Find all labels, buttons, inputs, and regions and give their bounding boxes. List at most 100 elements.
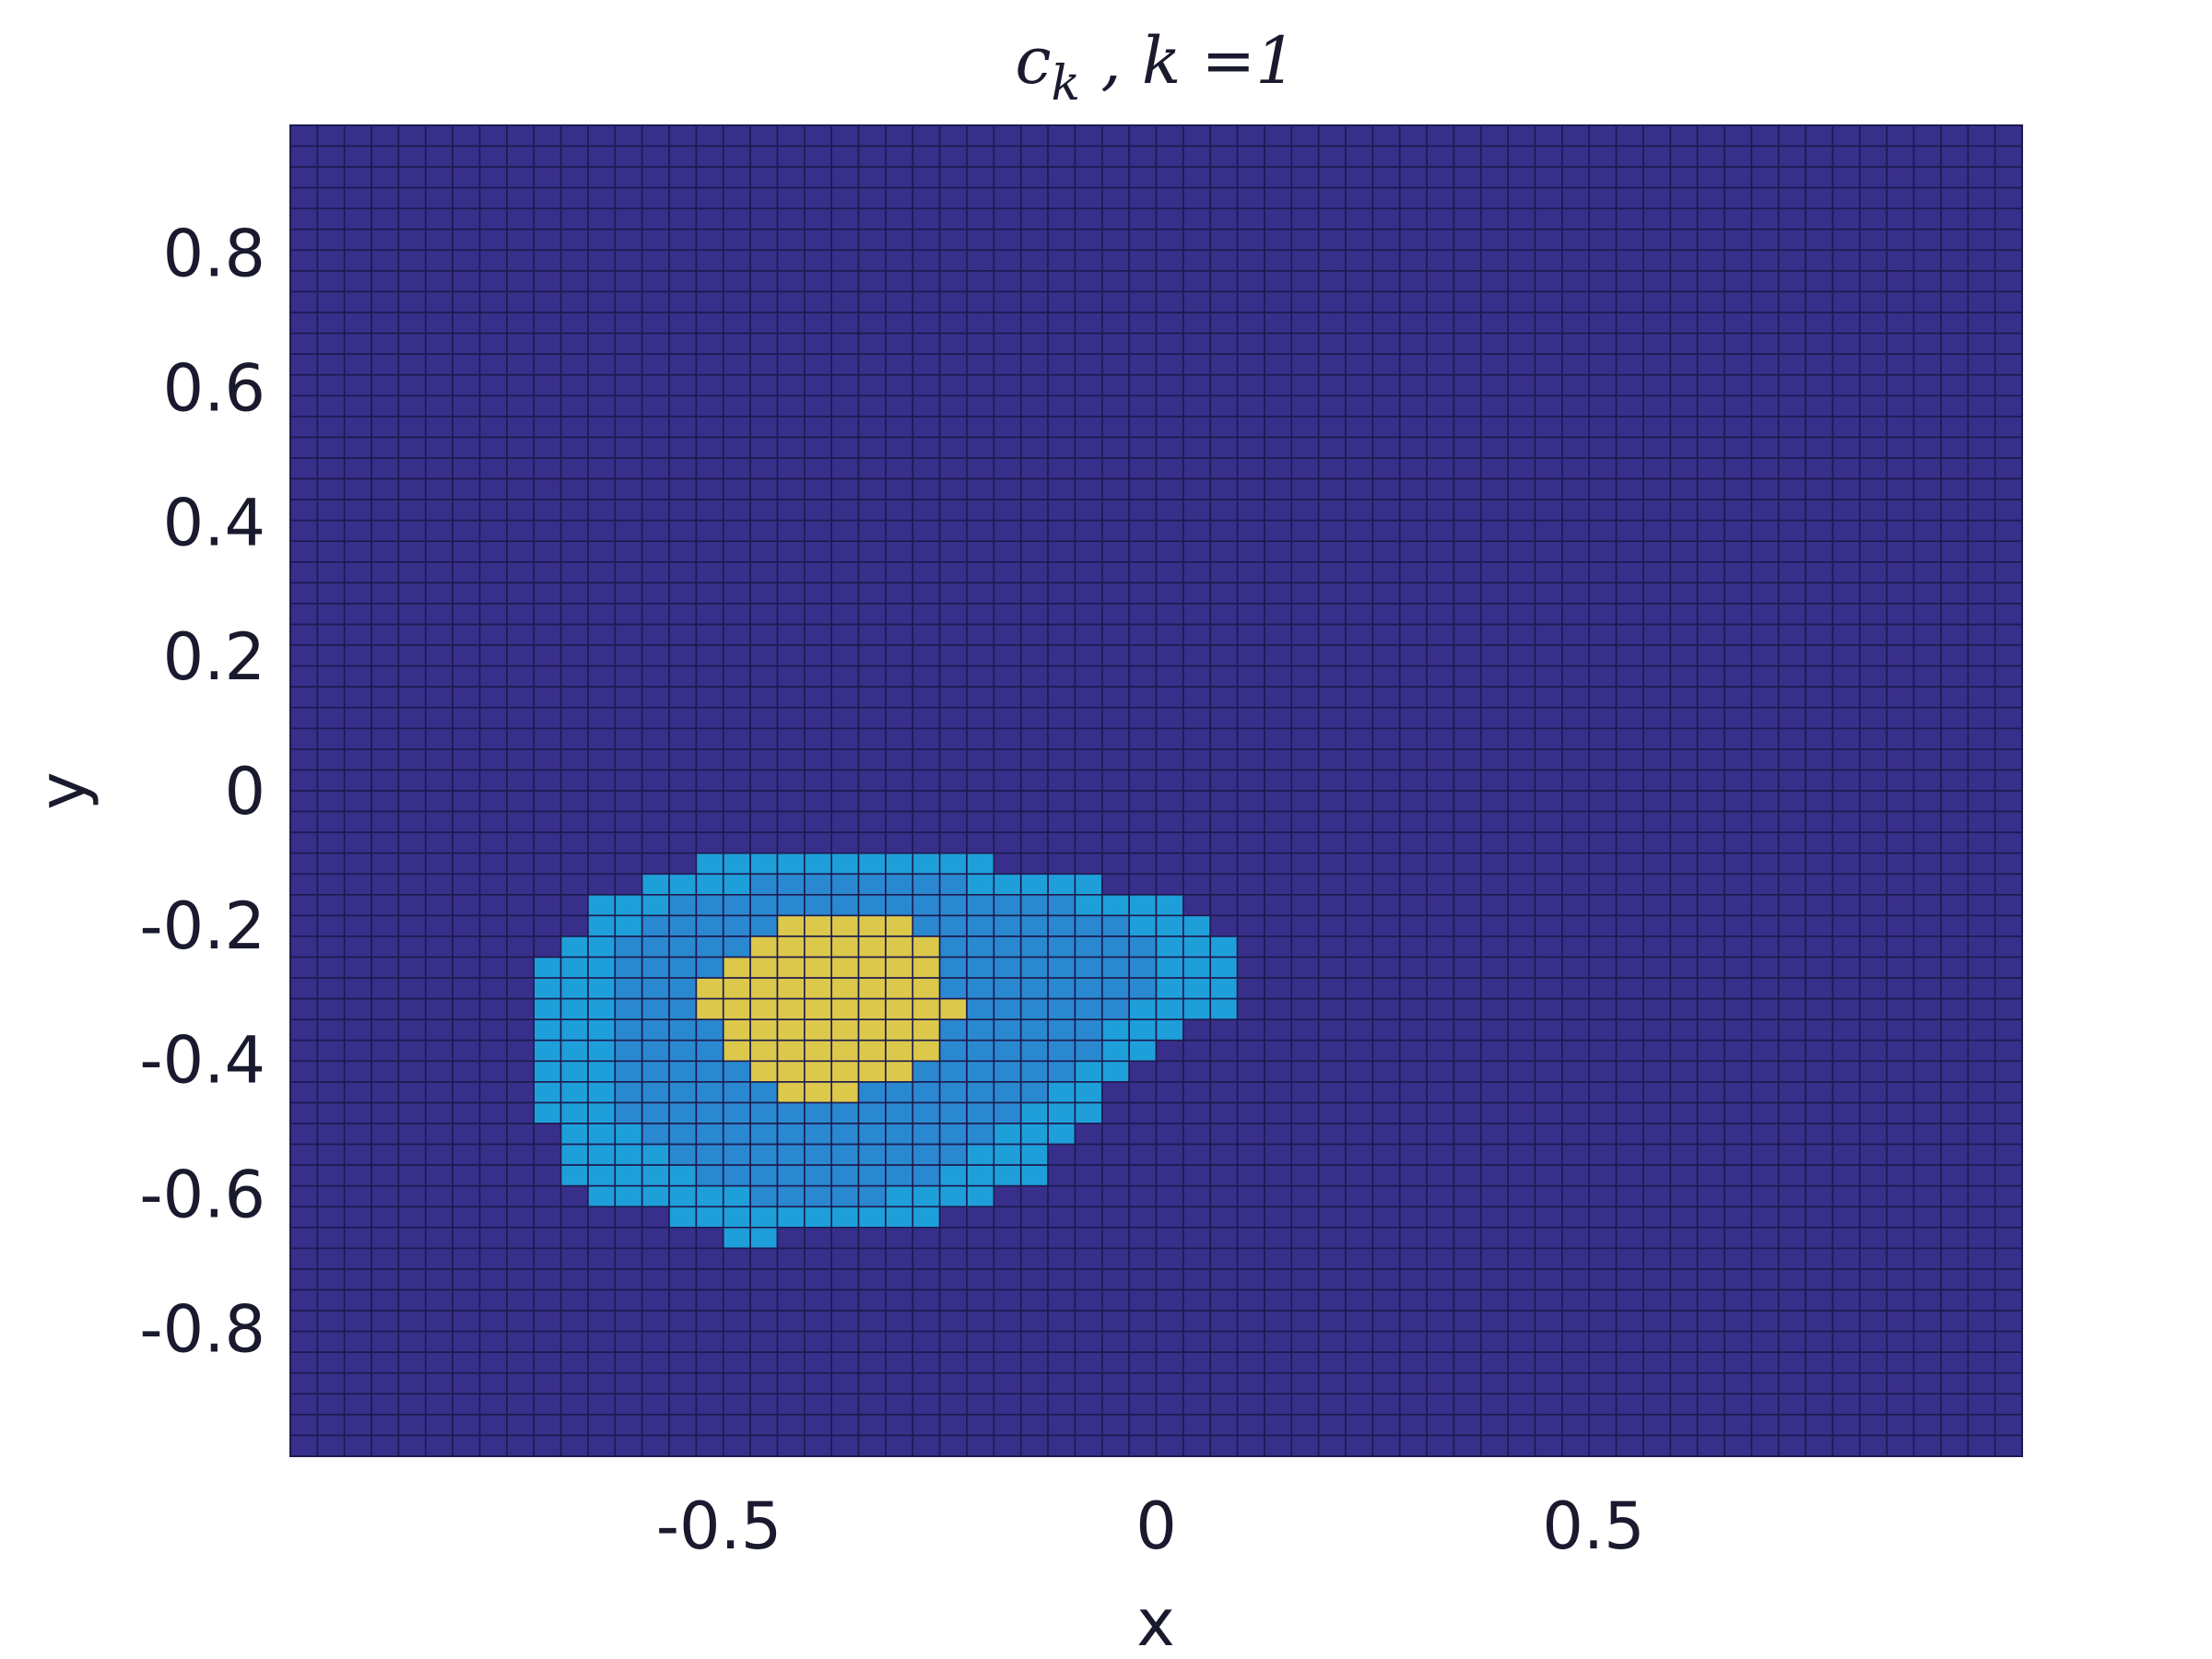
cell [289,290,319,313]
cell [1642,1081,1672,1104]
cell [478,914,508,937]
cell [1100,124,1130,147]
cell [966,312,995,335]
cell [1886,1101,1915,1124]
cell [1994,1268,2023,1291]
cell [1696,1039,1725,1063]
cell [1453,873,1482,896]
cell [1426,582,1455,605]
cell [1940,727,1970,750]
cell [1182,706,1212,730]
cell [1264,977,1293,1000]
cell [1507,1414,1536,1437]
cell [1100,436,1130,459]
cell [1940,207,1970,230]
cell [1507,124,1536,147]
cell [1371,873,1401,896]
cell [1345,1310,1374,1333]
cell [722,270,751,293]
cell [1128,810,1158,833]
cell [912,1351,941,1374]
cell [1940,290,1970,313]
cell [1345,603,1374,626]
cell [1886,706,1915,730]
cell [1886,1227,1915,1250]
cell [1805,727,1834,750]
cell [397,270,427,293]
cell [614,270,643,293]
cell [966,436,995,459]
cell [1588,1351,1618,1374]
cell [397,416,427,439]
cell [1967,519,1996,543]
cell [316,519,346,543]
cell [343,1018,372,1041]
cell [1182,831,1212,854]
cell [478,1414,508,1437]
cell [1480,207,1509,230]
cell [1290,1227,1320,1250]
cell [1912,540,1942,563]
cell [830,436,860,459]
cell [397,686,427,709]
cell [857,1206,887,1229]
cell [1074,644,1103,667]
cell [641,540,670,563]
cell [533,1060,562,1083]
cell [1534,706,1563,730]
cell [857,1164,887,1187]
cell [289,1227,319,1250]
cell [371,1393,400,1416]
cell [533,270,562,293]
cell [1750,1288,1780,1312]
cell [966,852,995,876]
cell [695,1039,724,1063]
cell [1994,145,2023,168]
cell [938,1018,968,1041]
cell [1886,1060,1915,1083]
cell [804,499,832,522]
cell [1859,186,1888,210]
cell [1019,1060,1049,1083]
cell [668,852,698,876]
cell [1345,977,1374,1000]
cell [478,706,508,730]
cell [830,249,860,272]
cell [1209,582,1239,605]
cell [614,1018,643,1041]
cell [1317,665,1347,688]
cell [1074,1351,1103,1374]
cell [1588,727,1618,750]
cell [1859,644,1888,667]
cell [912,124,941,147]
cell [993,727,1022,750]
cell [1940,1018,1970,1041]
cell [776,1123,806,1146]
cell [1724,582,1753,605]
cell [1182,1081,1212,1104]
cell [1724,623,1753,646]
cell [1507,561,1536,584]
cell [1345,249,1374,272]
cell [885,603,914,626]
cell [912,519,941,543]
cell [1642,1393,1672,1416]
cell [533,956,562,979]
cell [641,394,670,418]
cell [424,894,453,917]
cell [1480,312,1509,335]
cell [668,145,698,168]
cell [966,1371,995,1395]
cell [1426,769,1455,792]
cell [1019,1206,1049,1229]
cell [1371,1227,1401,1250]
cell [397,831,427,854]
cell [749,332,779,355]
cell [1831,894,1861,917]
cell [424,1330,453,1353]
cell [1831,270,1861,293]
cell [1615,956,1644,979]
cell [587,290,617,313]
cell [1209,769,1239,792]
cell [1426,1414,1455,1437]
